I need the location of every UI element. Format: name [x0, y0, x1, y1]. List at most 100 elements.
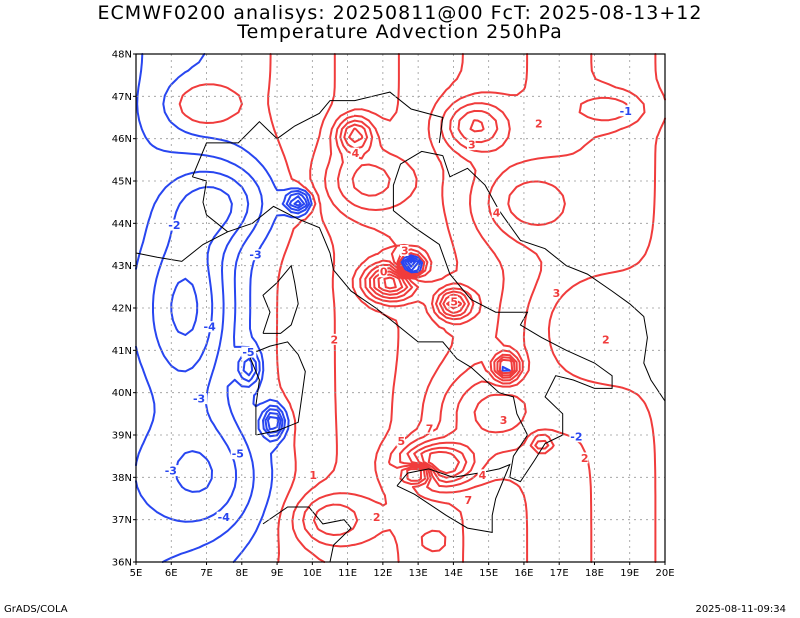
contour-label: 3: [468, 139, 476, 152]
coastline-italy-mainland: [227, 150, 613, 483]
contour-line: [135, 170, 420, 523]
contour-label-bg: [551, 287, 561, 299]
coastline-sardinia: [248, 341, 306, 436]
contour-label-bg: [163, 465, 179, 477]
lon-tick-label: 10E: [303, 568, 322, 579]
lat-tick-label: 46N: [112, 134, 132, 145]
contour-label: -3: [165, 465, 177, 478]
contour-label: 5: [450, 295, 458, 308]
contour-label: -3: [249, 249, 261, 262]
contour-label-bg: [618, 105, 634, 117]
contour-label-bg: [308, 469, 317, 481]
map-title-line2: Temperature Advection 250hPa: [237, 21, 563, 43]
contour-label-bg: [216, 511, 232, 523]
lon-tick-label: 11E: [338, 568, 357, 579]
contour-label: 2: [602, 333, 610, 346]
lon-tick-label: 6E: [165, 568, 178, 579]
contour-label: 4: [352, 147, 360, 160]
contour-label: -5: [232, 448, 244, 461]
contour-label-bg: [329, 333, 338, 345]
contour-label: 0: [380, 266, 388, 279]
lat-tick-label: 36N: [112, 558, 132, 569]
contour-label-bg: [477, 469, 487, 481]
contour-label: -2: [570, 431, 582, 444]
lon-tick-label: 19E: [620, 568, 639, 579]
contour-label: 2: [330, 333, 338, 346]
contour-label: -4: [204, 321, 217, 334]
coastline-french-coast: [135, 231, 228, 262]
contour-label-bg: [191, 393, 207, 405]
contour-line: [152, 186, 416, 493]
lon-tick-label: 15E: [479, 568, 498, 579]
lon-tick-label: 14E: [444, 568, 463, 579]
coastline-corsica: [262, 264, 299, 334]
contour-label: 7: [426, 422, 434, 435]
contour-label: 3: [553, 287, 561, 300]
coastline-western-alps: [192, 176, 229, 233]
lat-tick-label: 45N: [112, 177, 132, 188]
contour-label: 2: [373, 511, 381, 524]
contour-label-bg: [167, 219, 183, 231]
contour-label-bg: [569, 431, 585, 443]
lat-lon-grid: [136, 54, 665, 562]
lat-tick-label: 41N: [112, 346, 132, 357]
contour-label-bg: [248, 249, 264, 261]
contour-line: [313, 53, 550, 563]
lon-tick-label: 7E: [200, 568, 213, 579]
contour-label: -4: [218, 511, 231, 524]
contour-label-bg: [579, 452, 589, 464]
lat-tick-label: 43N: [112, 261, 132, 272]
lon-tick-label: 13E: [409, 568, 428, 579]
contour-label-bg: [230, 448, 246, 460]
contour-label: -1: [620, 105, 632, 118]
contour-line: [291, 53, 516, 563]
contour-label: 4: [493, 206, 501, 219]
lon-tick-label: 18E: [585, 568, 604, 579]
axis-ticks: 5E 6E 7E 8E 9E 10E 11E 12E 13E 14E 15E 16E 17E 18E 19E…: [112, 50, 675, 580]
contour-label: 1: [309, 469, 317, 482]
contour-label-bg: [350, 147, 360, 159]
lon-tick-label: 9E: [271, 568, 284, 579]
contour-label: 4: [479, 469, 487, 482]
contour-label: 2: [535, 117, 543, 130]
map-title-line1: ECMWF0200 analisys: 20250811@00 FcT: 202…: [97, 2, 703, 24]
render-timestamp: 2025-08-11-09:34: [695, 604, 786, 615]
contour-label-bg: [498, 414, 508, 426]
lat-tick-label: 40N: [112, 388, 132, 399]
coastline-layer: [135, 91, 666, 563]
contour-label-bg: [463, 494, 473, 506]
contour-label: 3: [401, 244, 409, 257]
contour-label: 5: [398, 435, 406, 448]
contour-label-bg: [449, 295, 458, 307]
contour-label: -5: [242, 346, 254, 359]
contour-label-bg: [378, 266, 388, 278]
lat-tick-label: 47N: [112, 92, 132, 103]
contour-label-bg: [400, 244, 409, 256]
contour-label-bg: [396, 435, 405, 447]
contour-label: 7: [465, 494, 473, 507]
contour-label-bg: [371, 511, 381, 523]
contour-label: -2: [168, 219, 180, 232]
lon-tick-label: 12E: [373, 568, 392, 579]
coastline-balkan-coast: [442, 155, 666, 402]
contour-line: [343, 53, 646, 563]
contour-label-bg: [491, 206, 501, 218]
contour-label: 2: [581, 452, 589, 465]
contour-label: 3: [500, 414, 508, 427]
lat-tick-label: 48N: [112, 50, 132, 61]
contour-label-bg: [424, 422, 434, 434]
contour-line: [339, 53, 629, 563]
contour-label-bg: [467, 139, 476, 151]
lat-tick-label: 38N: [112, 473, 132, 484]
coastline-africa-coast: [262, 506, 352, 563]
contour-label-bg: [202, 321, 218, 333]
software-credit: GrADS/COLA: [4, 604, 68, 615]
coastline-sicily: [396, 463, 511, 533]
lat-tick-label: 37N: [112, 515, 132, 526]
coastline-alps-border: [191, 91, 444, 177]
contour-label-bg: [601, 333, 610, 345]
contour-line: [348, 53, 666, 563]
contour-label-bg: [241, 346, 257, 358]
